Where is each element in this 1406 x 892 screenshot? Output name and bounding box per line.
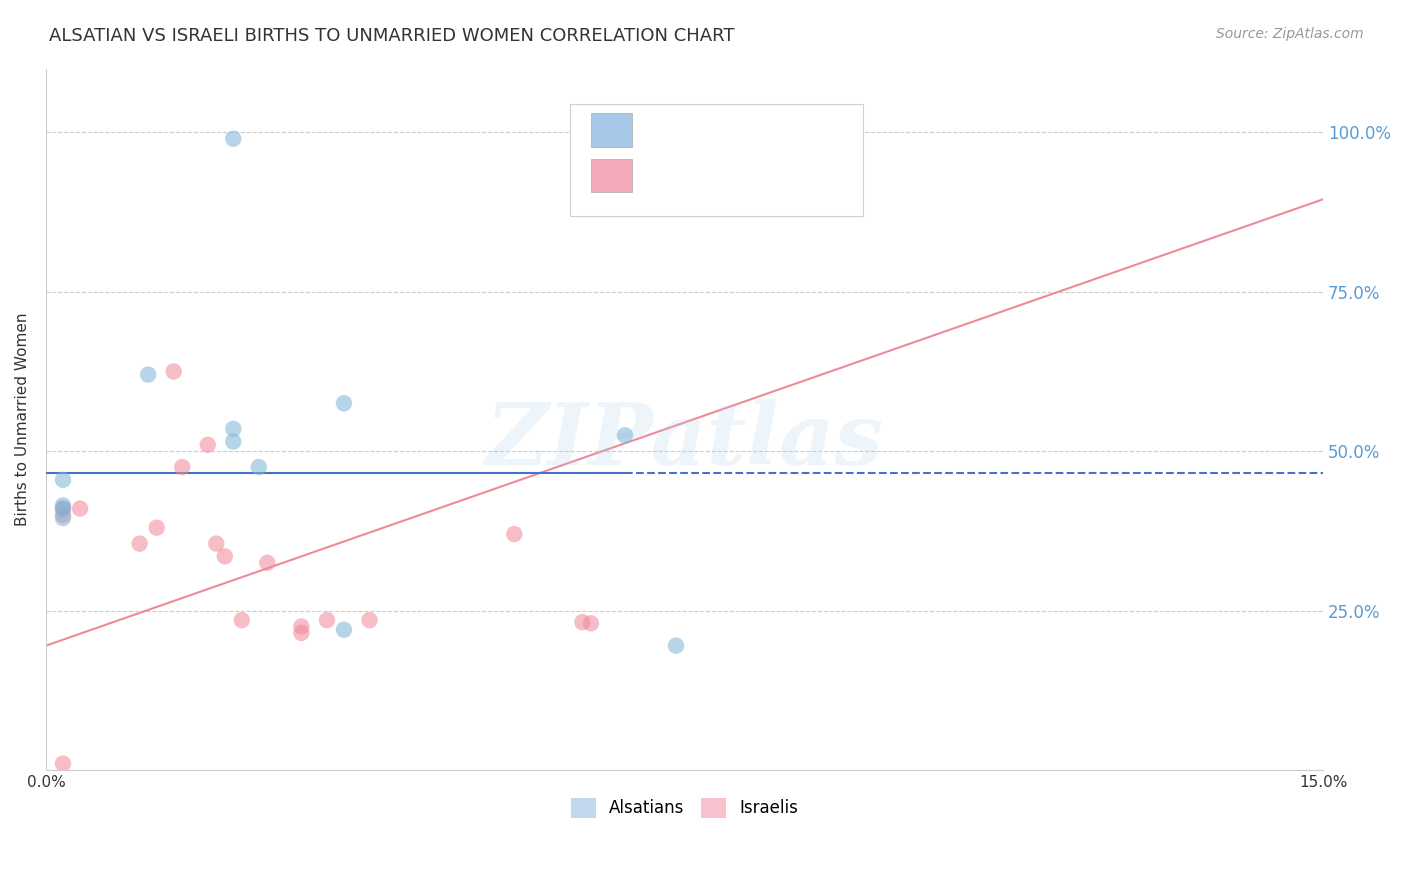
Point	[52, 501, 75, 516]
Bar	[592, 159, 633, 193]
Bar	[592, 113, 633, 147]
Point	[52, 511, 75, 525]
Point	[359, 613, 381, 627]
Point	[222, 422, 245, 436]
Point	[52, 473, 75, 487]
Text: R = 0.528: R = 0.528	[648, 166, 754, 185]
Text: N = 12: N = 12	[786, 120, 859, 139]
Point	[136, 368, 159, 382]
Point	[231, 613, 253, 627]
Text: ALSATIAN VS ISRAELI BIRTHS TO UNMARRIED WOMEN CORRELATION CHART: ALSATIAN VS ISRAELI BIRTHS TO UNMARRIED …	[49, 27, 735, 45]
Point	[52, 756, 75, 771]
Point	[128, 536, 150, 550]
Point	[316, 613, 339, 627]
Point	[222, 434, 245, 449]
Point	[665, 639, 688, 653]
Point	[222, 131, 245, 145]
Point	[172, 460, 194, 475]
Point	[503, 527, 526, 541]
Point	[163, 364, 186, 378]
Text: ZIPatlas: ZIPatlas	[485, 399, 883, 482]
Text: N = 21: N = 21	[786, 166, 859, 185]
Point	[290, 619, 312, 633]
Point	[214, 549, 236, 564]
Point	[571, 615, 593, 629]
Point	[69, 501, 91, 516]
Point	[205, 536, 228, 550]
Point	[52, 501, 75, 516]
Text: R = 0.007: R = 0.007	[648, 120, 754, 139]
Point	[52, 508, 75, 522]
Y-axis label: Births to Unmarried Women: Births to Unmarried Women	[15, 312, 30, 526]
Point	[145, 521, 167, 535]
Point	[333, 396, 356, 410]
Text: Source: ZipAtlas.com: Source: ZipAtlas.com	[1216, 27, 1364, 41]
Point	[333, 623, 356, 637]
Point	[247, 460, 270, 475]
Point	[579, 616, 602, 631]
Point	[197, 438, 219, 452]
Point	[256, 556, 278, 570]
Point	[290, 626, 312, 640]
Point	[741, 122, 763, 136]
FancyBboxPatch shape	[569, 103, 863, 216]
Point	[52, 499, 75, 513]
Legend: Alsatians, Israelis: Alsatians, Israelis	[564, 791, 806, 825]
Point	[613, 428, 636, 442]
